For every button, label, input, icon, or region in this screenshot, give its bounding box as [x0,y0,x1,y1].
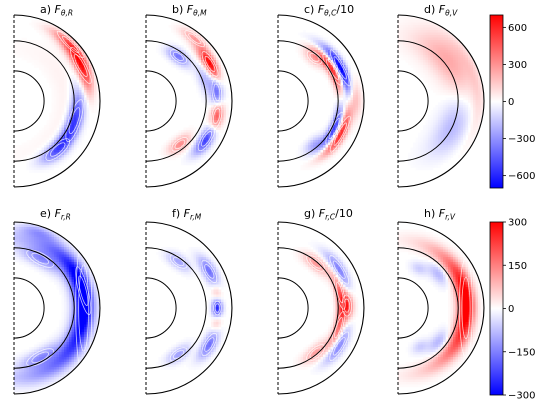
panel-title: g) Fr,C/10 [304,207,353,222]
heatmap-cells [398,229,484,388]
shell-boundary [277,221,365,395]
shell-boundary [397,70,429,132]
panel-b: b) Fθ,M [145,3,233,188]
shell-boundary [397,14,485,188]
colorbar [489,14,504,189]
colorbar [489,221,504,396]
colorbar-row-2: 300 150 0 −150 −300 [489,218,535,402]
contour-lines [169,30,223,152]
panel-c: c) Fθ,C/10 [277,3,365,188]
shell-boundary [397,221,485,395]
shell-boundary [145,14,233,188]
colorbar-tick-label: 300 [508,60,527,71]
panel-title: a) Fθ,R [40,3,73,18]
shell-boundary [397,247,459,369]
contour-lines [169,254,222,362]
shell-boundary [13,277,45,339]
shell-boundary [13,247,75,369]
shell-boundary [145,70,177,132]
shell-boundary [13,40,75,162]
contour-lines [26,238,93,378]
shell-boundary [277,40,339,162]
panels-group: a) Fθ,R b) Fθ,M c) Fθ,C/10 d) Fθ,V e) Fr,R f)… [13,3,485,395]
panel-d: d) Fθ,V [397,3,485,188]
shell-boundary [13,14,101,188]
panel-g: g) Fr,C/10 [277,207,365,395]
shell-boundary [13,221,101,395]
panel-title: f) Fr,M [172,207,202,222]
shell-boundary [277,14,365,188]
contour-lines [458,258,473,358]
panel-title: h) Fr,V [424,207,456,222]
heatmap-cells [398,15,484,171]
colorbar-tick-label: −600 [508,171,535,182]
shell-boundary [145,40,207,162]
panel-title: b) Fθ,M [172,3,207,18]
colorbars-group: 600 300 0 −300 −600 300 150 0 −150 −300 [489,14,535,402]
shell-boundary [145,247,207,369]
colorbar-row-1: 600 300 0 −300 −600 [489,14,535,189]
colorbar-tick-label: −300 [508,134,535,145]
heatmap-cells [14,20,100,173]
panel-h: h) Fr,V [397,207,485,395]
panel-e: e) Fr,R [13,207,101,395]
shell-boundary [277,247,339,369]
panel-a: a) Fθ,R [13,3,101,188]
shell-boundary [145,221,233,395]
shell-boundary [397,40,459,162]
panel-f: f) Fr,M [145,207,233,395]
panel-title: d) Fθ,V [424,3,458,18]
colorbar-tick-label: 150 [508,261,527,272]
contour-lines [306,49,351,153]
panel-title: c) Fθ,C/10 [304,3,354,18]
contour-lines [45,30,92,161]
contour-lines [306,254,352,362]
colorbar-tick-label: 300 [508,218,527,229]
colorbar-tick-label: 0 [508,97,514,108]
colorbar-tick-label: −300 [508,391,535,402]
heatmap-cells [156,247,229,370]
shell-boundary [397,277,429,339]
shell-boundary [13,70,45,132]
colorbar-tick-label: 0 [508,304,514,315]
shell-boundary [145,277,177,339]
shell-boundary [277,70,309,132]
colorbar-tick-label: 600 [508,23,527,34]
panel-title: e) Fr,R [40,207,71,222]
shell-boundary [277,277,309,339]
heatmap-cells [290,239,359,375]
colorbar-tick-label: −150 [508,347,535,358]
